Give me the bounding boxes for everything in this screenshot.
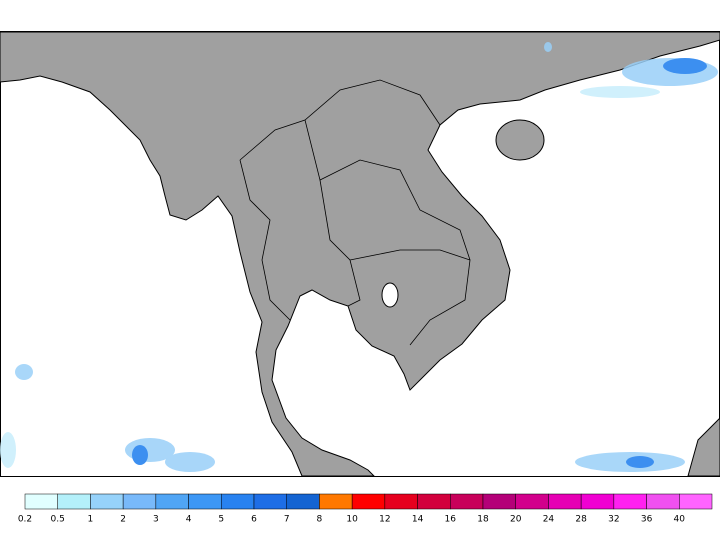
colorbar-tick-label: 8 <box>317 515 323 525</box>
colorbar-segment <box>122 493 157 510</box>
colorbar-segment <box>319 493 353 510</box>
colorbar-segment <box>450 493 484 510</box>
land <box>687 417 720 477</box>
colorbar-tick-label: 0.2 <box>18 515 32 525</box>
colorbar-tick-label: 0.5 <box>51 515 65 525</box>
colorbar-segment <box>221 493 255 510</box>
colorbar-segment <box>613 493 647 510</box>
colorbar-tick-label: 3 <box>153 515 159 525</box>
colorbar-segment <box>286 493 320 510</box>
map <box>0 31 720 477</box>
colorbar-segment <box>188 493 222 510</box>
colorbar-segment <box>57 493 91 510</box>
colorbar-tick-label: 1 <box>88 515 94 525</box>
colorbar-tick-label: 14 <box>412 515 424 525</box>
colorbar-tick-label: 40 <box>674 515 686 525</box>
colorbar-tick-label: 12 <box>379 515 390 525</box>
colorbar-segment <box>253 493 287 510</box>
colorbar-segment <box>90 493 124 510</box>
colorbar-tick-label: 10 <box>346 515 358 525</box>
colorbar-tick-label: 20 <box>510 515 522 525</box>
precip-heavy <box>132 58 707 468</box>
colorbar-segment <box>155 493 189 510</box>
borders <box>239 79 471 346</box>
colorbar-tick-label: 6 <box>251 515 257 525</box>
colorbar-tick-label: 2 <box>120 515 126 525</box>
colorbar-segment <box>384 493 418 510</box>
colorbar-segment <box>679 493 713 510</box>
colorbar-segment <box>482 493 516 510</box>
colorbar-tick-label: 5 <box>218 515 224 525</box>
colorbar-segment <box>24 493 58 510</box>
colorbar-segment <box>351 493 386 510</box>
colorbar-tick-label: 4 <box>186 515 192 525</box>
colorbar-tick-label: 28 <box>575 515 587 525</box>
colorbar-tick-label: 36 <box>641 515 653 525</box>
colorbar-segment <box>548 493 582 510</box>
lake <box>381 282 399 308</box>
colorbar-segment <box>646 493 680 510</box>
colorbar-tick-label: 7 <box>284 515 290 525</box>
colorbar-tick-label: 18 <box>477 515 489 525</box>
colorbar-segment <box>417 493 451 510</box>
colorbar-tick-label: 16 <box>445 515 457 525</box>
colorbar-tick-label: 24 <box>543 515 555 525</box>
island <box>495 119 545 161</box>
colorbar: 0.2 0.5 1 2 3 4 5 6 7 8 10 12 14 16 18 20 24 28 32 36 40 <box>18 493 713 525</box>
colorbar-segment <box>580 493 615 510</box>
colorbar-tick-label: 32 <box>608 515 619 525</box>
land <box>0 31 720 477</box>
colorbar-segment <box>515 493 549 510</box>
